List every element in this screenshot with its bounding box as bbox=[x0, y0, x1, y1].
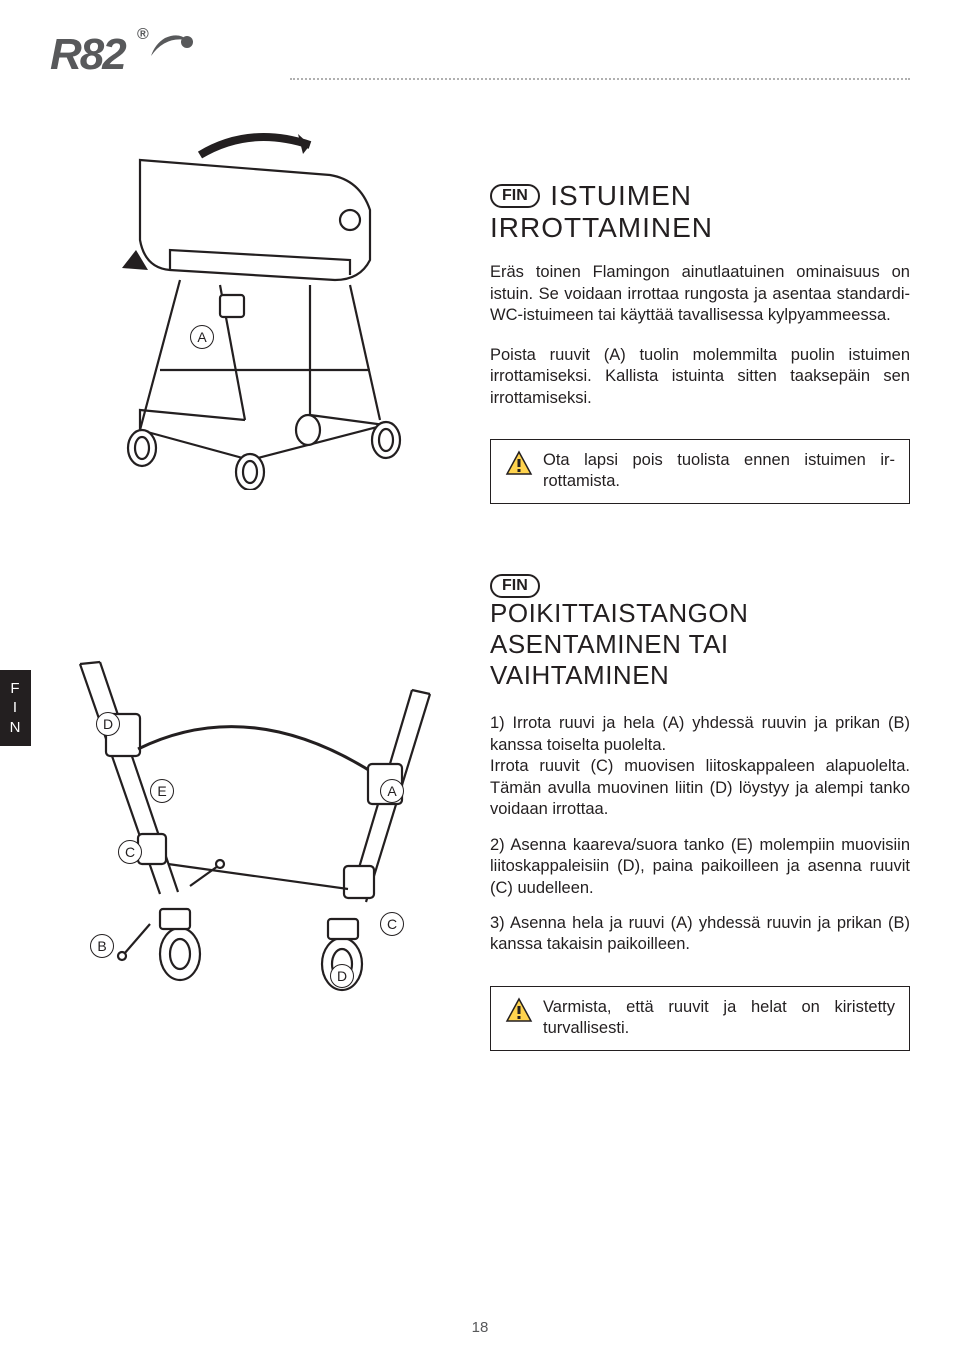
crossbar-illustration: D E C B A C D bbox=[50, 634, 460, 1034]
label-a2: A bbox=[380, 779, 404, 803]
brand-name: R82 bbox=[50, 30, 125, 79]
brand-logo: R82 ® bbox=[50, 30, 145, 80]
label-d: D bbox=[96, 712, 120, 736]
side-tab-n: N bbox=[10, 718, 21, 738]
label-e: E bbox=[150, 779, 174, 803]
heading-row-2: FIN POIKITTAISTANGON ASENTAMINEN TAI VAI… bbox=[490, 574, 910, 692]
callout-1-text: Ota lapsi pois tuolista ennen istuimen i… bbox=[543, 450, 895, 493]
section-crossbar: D E C B A C D FIN POIKITTAISTANGON ASENT… bbox=[50, 574, 910, 1051]
label-c: C bbox=[118, 840, 142, 864]
seat-removal-illustration: A bbox=[50, 120, 460, 490]
warning-icon-2 bbox=[505, 997, 533, 1023]
swoosh-icon bbox=[147, 24, 201, 75]
seat-removal-content: FIN ISTUIMEN IRROTTAMINEN Eräs toinen Fl… bbox=[490, 120, 910, 504]
brand-reg: ® bbox=[137, 26, 147, 43]
warning-icon bbox=[505, 450, 533, 476]
page-header: R82 ® bbox=[50, 30, 910, 80]
callout-2-text: Varmista, että ruuvit ja helat on kirist… bbox=[543, 997, 895, 1040]
label-c2: C bbox=[380, 912, 404, 936]
lang-badge: FIN bbox=[490, 184, 540, 208]
section2-item1: 1) Irrota ruuvi ja hela (A) yhdessä ruuv… bbox=[490, 713, 910, 820]
page-number: 18 bbox=[0, 1319, 960, 1336]
section1-para1: Eräs toinen Flamingon ainutlaatuinen omi… bbox=[490, 262, 910, 326]
section1-para2: Poista ruuvit (A) tuolin molemmilta puol… bbox=[490, 345, 910, 409]
section2-item2: 2) Asenna kaareva/suora tanko (E) molemp… bbox=[490, 835, 910, 899]
lang-badge-2: FIN bbox=[490, 574, 540, 598]
warning-callout-2: Varmista, että ruuvit ja helat on kirist… bbox=[490, 986, 910, 1051]
crossbar-content: FIN POIKITTAISTANGON ASENTAMINEN TAI VAI… bbox=[490, 574, 910, 1051]
label-a: A bbox=[190, 325, 214, 349]
side-tab: F I N bbox=[0, 670, 31, 746]
section2-item3: 3) Asenna hela ja ruuvi (A) yhdessä ruuv… bbox=[490, 913, 910, 956]
label-b: B bbox=[90, 934, 114, 958]
heading-row-1: FIN ISTUIMEN IRROTTAMINEN bbox=[490, 180, 910, 244]
side-tab-f: F bbox=[10, 679, 19, 699]
section-seat-removal: A FIN ISTUIMEN IRROTTAMINEN Eräs toinen … bbox=[50, 120, 910, 504]
header-divider bbox=[290, 78, 910, 80]
side-tab-i: I bbox=[13, 698, 17, 718]
label-d2: D bbox=[330, 964, 354, 988]
section2-title: POIKITTAISTANGON ASENTAMINEN TAI VAIHTAM… bbox=[490, 598, 910, 692]
warning-callout-1: Ota lapsi pois tuolista ennen istuimen i… bbox=[490, 439, 910, 504]
